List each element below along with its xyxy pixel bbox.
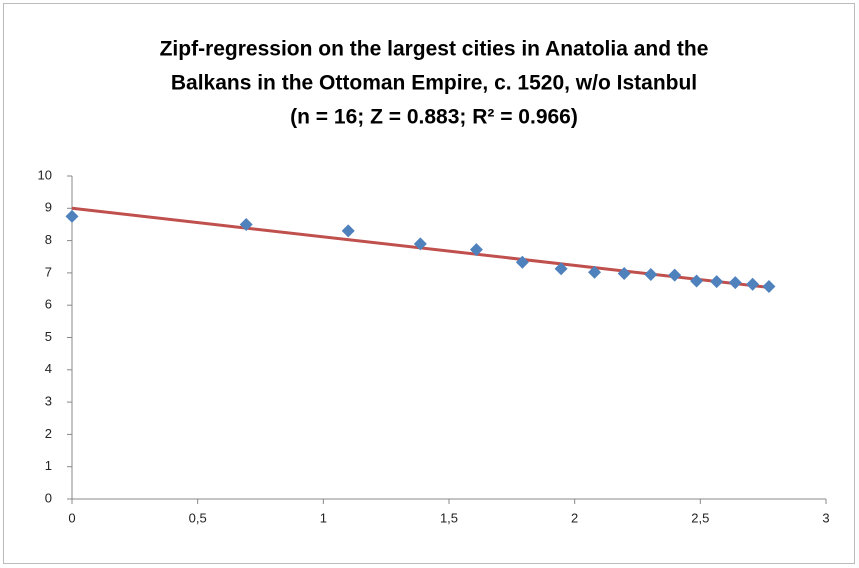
x-tick-label: 1,5 [440, 510, 458, 525]
data-point [588, 265, 602, 279]
data-point [728, 276, 742, 290]
data-point [469, 243, 483, 257]
y-tick-label: 2 [45, 426, 52, 441]
data-point [746, 277, 760, 291]
data-point [554, 262, 568, 276]
x-tick-label: 3 [822, 510, 829, 525]
y-tick-label: 5 [45, 329, 52, 344]
y-tick-label: 4 [45, 361, 52, 376]
data-point [239, 217, 253, 231]
x-tick-label: 2 [571, 510, 578, 525]
x-tick-label: 0,5 [189, 510, 207, 525]
data-point [515, 255, 529, 269]
y-tick-label: 3 [45, 394, 52, 409]
x-tick-label: 0 [68, 510, 75, 525]
y-tick-label: 8 [45, 232, 52, 247]
x-tick-label: 1 [320, 510, 327, 525]
y-tick-label: 7 [45, 264, 52, 279]
x-tick-label: 2,5 [691, 510, 709, 525]
data-point [617, 267, 631, 281]
data-point [413, 237, 427, 251]
data-point [690, 274, 704, 288]
y-tick-label: 6 [45, 297, 52, 312]
data-point [668, 268, 682, 282]
data-point [644, 268, 658, 282]
data-point [341, 224, 355, 238]
data-point [710, 275, 724, 289]
y-tick-label: 0 [45, 490, 52, 505]
data-point [762, 279, 776, 293]
y-tick-label: 1 [45, 458, 52, 473]
y-tick-label: 10 [38, 167, 52, 182]
y-tick-label: 9 [45, 200, 52, 215]
chart-title: (n = 16; Z = 0.883; R² = 0.966) [290, 106, 578, 129]
chart-title: Zipf-regression on the largest cities in… [160, 38, 709, 61]
data-point [65, 209, 79, 223]
chart-title: Balkans in the Ottoman Empire, c. 1520, … [171, 72, 697, 95]
